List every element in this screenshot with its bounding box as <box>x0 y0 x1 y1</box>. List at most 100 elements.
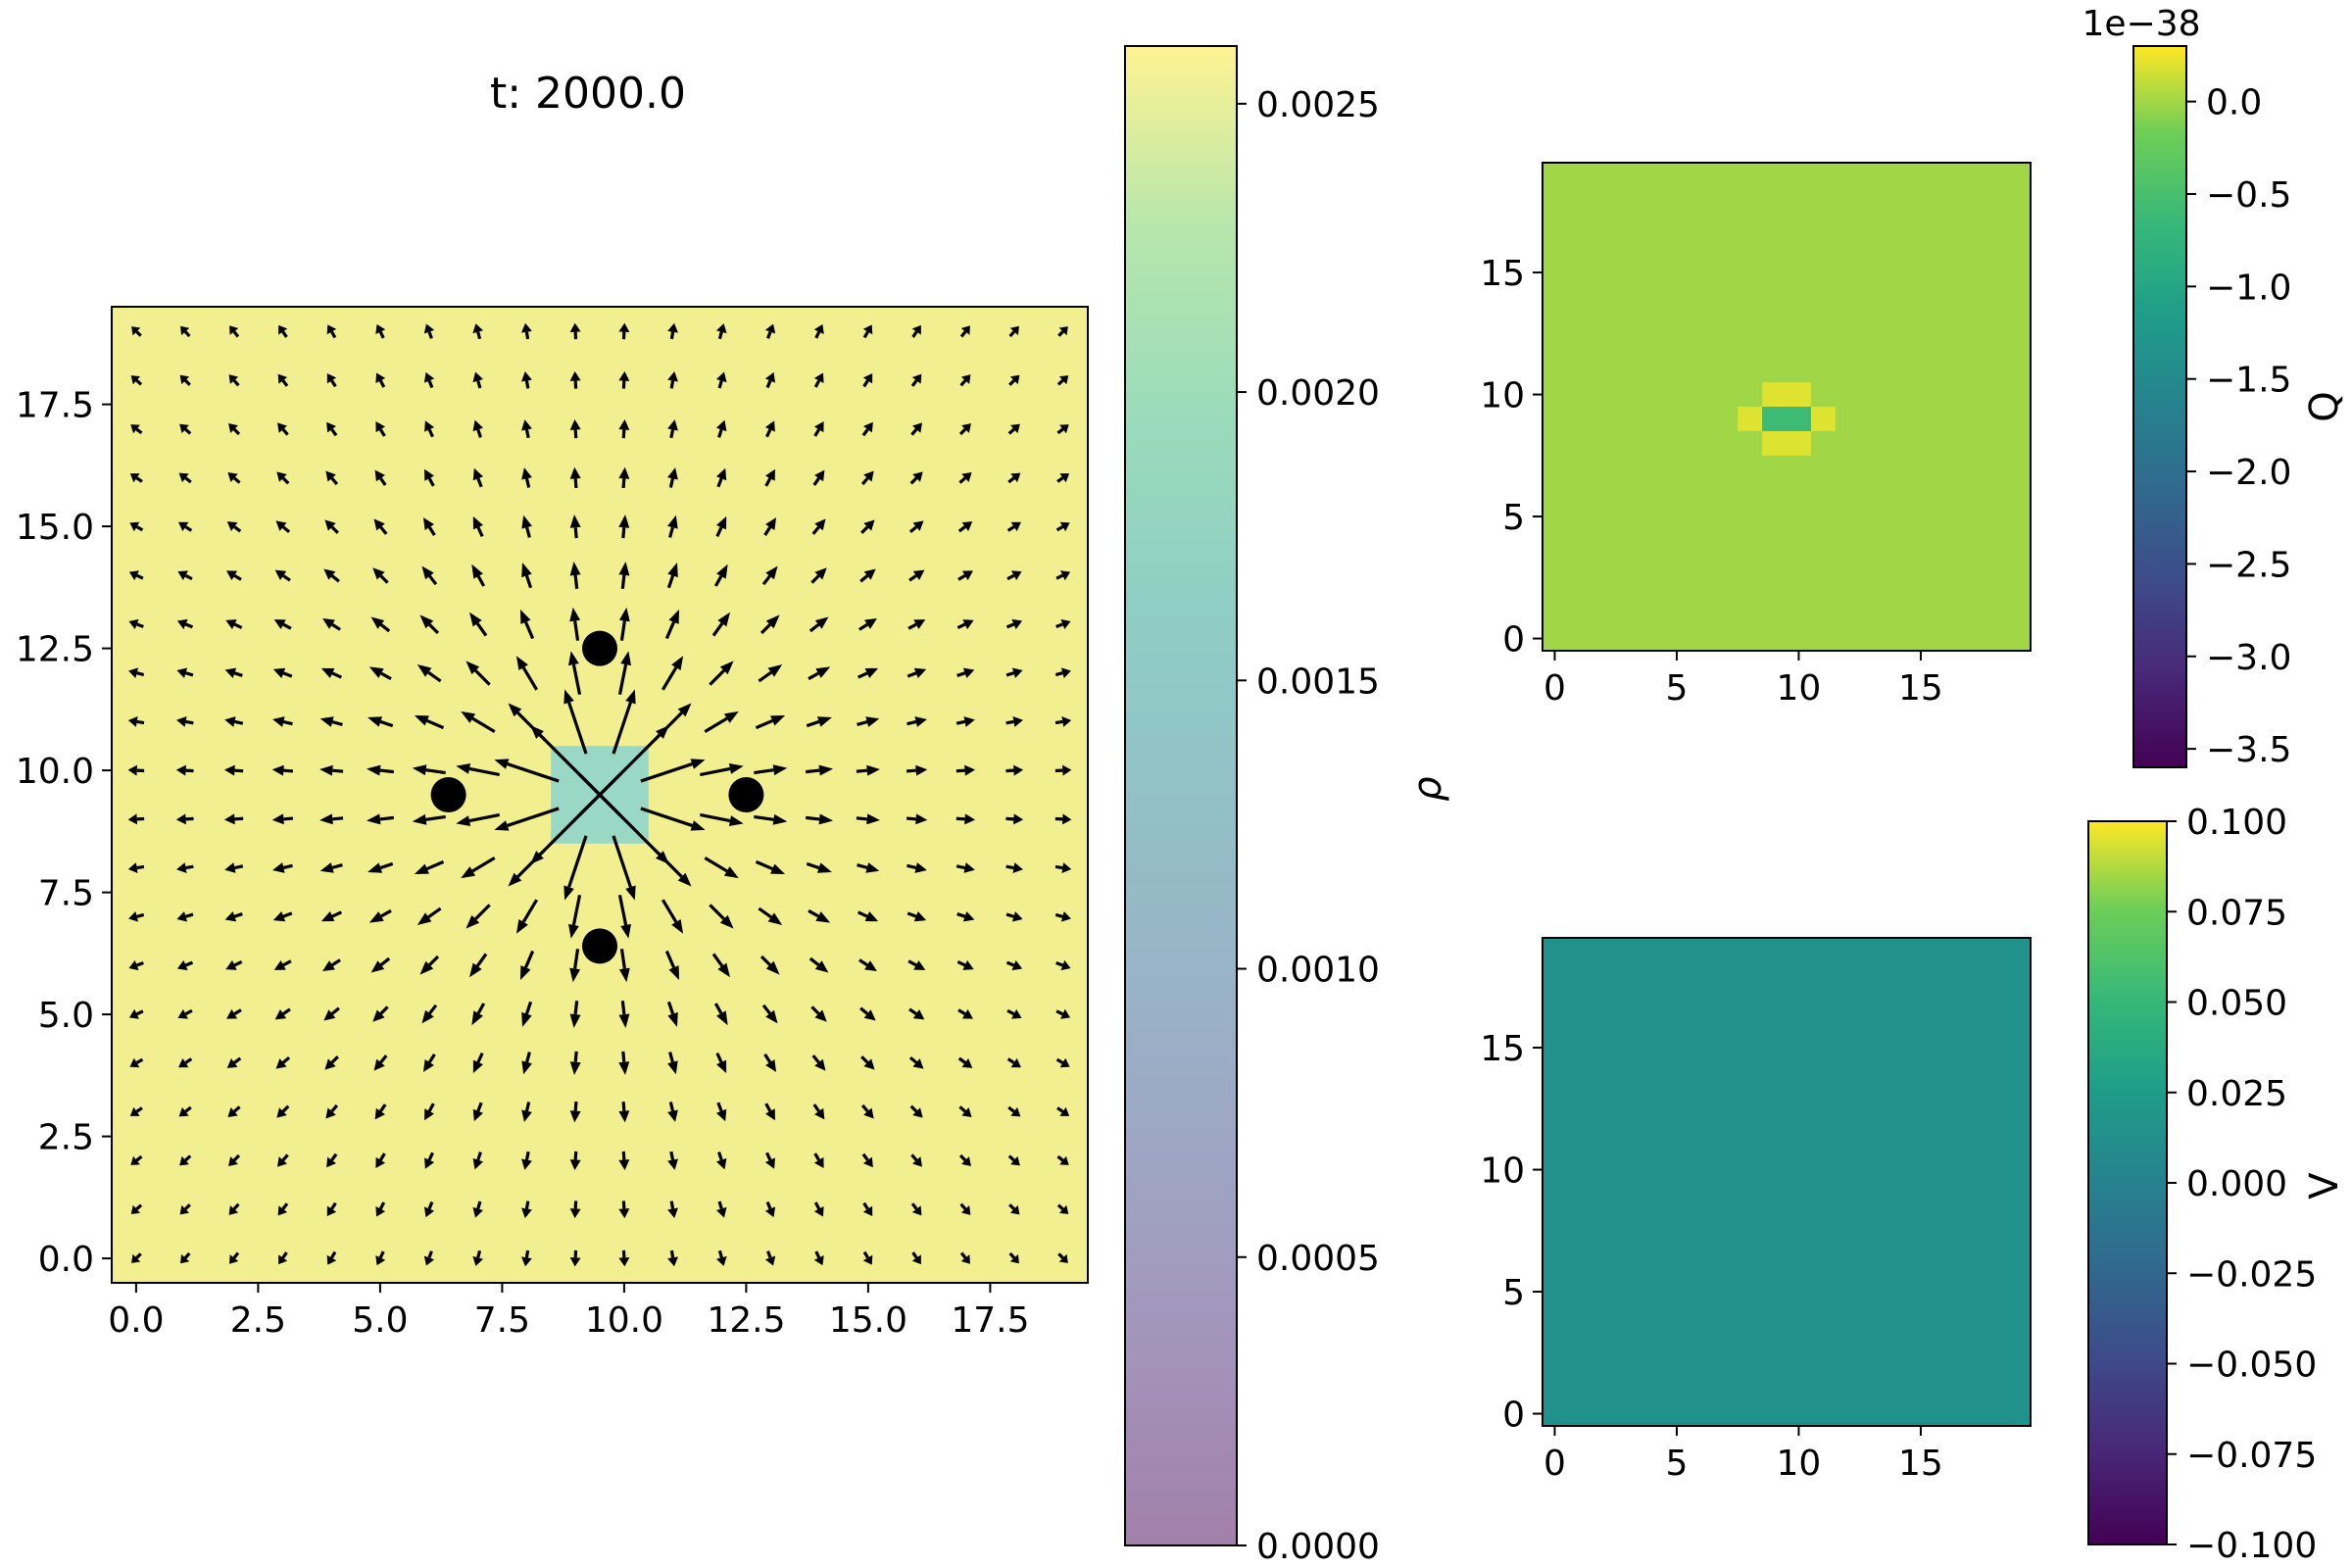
colorbar-tick-label: −0.5 <box>2206 175 2291 216</box>
quiver-arrow-head <box>422 517 434 530</box>
quiver-arrow-shaft <box>908 525 918 534</box>
quiver-arrow-head <box>472 515 483 530</box>
quiver-arrow-shaft <box>233 912 243 918</box>
quiver-arrow-shaft <box>136 671 145 677</box>
quiver-arrow-shaft <box>704 716 728 734</box>
quiver-arrow-head <box>717 612 731 627</box>
quiver-arrow-shaft <box>184 1203 191 1210</box>
quiver-arrow-head <box>569 1256 581 1267</box>
quiver-arrow-shaft <box>1005 719 1014 725</box>
quiver-arrow-shaft <box>806 861 820 870</box>
quiver-arrow-head <box>272 716 285 727</box>
quiver-arrow-head <box>326 373 337 384</box>
x-tick-label: 10 <box>1777 1444 1822 1484</box>
quiver-arrow-head <box>1059 473 1070 483</box>
quiver-arrow-head <box>278 1254 288 1265</box>
quiver-arrow-shaft <box>232 1251 240 1259</box>
quiver-arrow-shaft <box>234 768 244 773</box>
x-tick-label: 0 <box>1544 1444 1566 1484</box>
quiver-arrow-head <box>865 862 880 873</box>
quiver-arrow-shaft <box>858 958 868 967</box>
quiver-arrow-head <box>569 1208 581 1219</box>
quiver-arrow-shaft <box>621 429 626 439</box>
quiver-arrow-head <box>667 1109 678 1122</box>
quiver-arrow-shaft <box>427 331 433 339</box>
y-tick-label: 5.0 <box>38 996 94 1036</box>
quiver-arrow-shaft <box>283 768 294 773</box>
quiver-arrow-head <box>176 959 188 971</box>
quiver-arrow-head <box>667 1256 679 1267</box>
quiver-arrow-shaft <box>184 622 194 629</box>
quiver-arrow-shaft <box>184 1105 192 1113</box>
quiver-arrow-shaft <box>862 1201 869 1210</box>
v-heatmap <box>1543 938 2031 1426</box>
y-tick-label: 5 <box>1502 1273 1525 1313</box>
quiver-arrow-head <box>472 1059 483 1074</box>
quiver-arrow-shaft <box>958 1105 966 1113</box>
quiver-arrow-shaft <box>471 716 496 734</box>
quiver-arrow-shaft <box>957 525 966 533</box>
quiver-arrow-shaft <box>906 768 916 773</box>
y-tick-label: 15.0 <box>16 508 94 548</box>
quiver-arrow-shaft <box>858 622 868 631</box>
quiver-arrow-head <box>414 863 429 875</box>
charge-marker <box>430 777 466 812</box>
quiver-arrow-head <box>618 1061 630 1075</box>
quiver-arrow-head <box>862 373 873 384</box>
x-tick-label: 0 <box>1544 668 1566 709</box>
quiver-arrow-shaft <box>1055 622 1063 628</box>
quiver-arrow-head <box>324 1058 336 1070</box>
quiver-arrow-shaft <box>281 330 288 338</box>
quiver-arrow-head <box>521 1109 532 1122</box>
quiver-arrow-shaft <box>908 1055 918 1064</box>
quiver-arrow-head <box>772 813 788 825</box>
q-colorbar-gradient <box>2133 46 2186 767</box>
quiver-arrow-head <box>325 1107 336 1119</box>
quiver-arrow-shaft <box>612 702 632 755</box>
quiver-arrow-shaft <box>425 814 446 821</box>
quiver-arrow-head <box>1058 375 1069 385</box>
quiver-arrow-head <box>129 1106 140 1116</box>
quiver-arrow-head <box>129 1057 140 1068</box>
quiver-arrow-shaft <box>428 574 438 586</box>
quiver-arrow-shaft <box>524 380 530 389</box>
quiver-arrow-head <box>719 914 734 929</box>
quiver-arrow-head <box>912 1107 923 1118</box>
quiver-arrow-shaft <box>330 1250 337 1259</box>
quiver-arrow-head <box>863 470 874 482</box>
quiver-arrow-head <box>461 866 476 879</box>
quiver-arrow-head <box>1010 521 1021 532</box>
quiver-arrow-head <box>375 1206 386 1217</box>
quiver-arrow-shaft <box>764 1102 772 1112</box>
quiver-arrow-shaft <box>281 428 289 436</box>
quiver-arrow-head <box>521 1207 532 1218</box>
charge-marker <box>582 630 617 666</box>
quiver-arrow-shaft <box>956 912 966 918</box>
quiver-arrow-shaft <box>330 525 339 534</box>
quiver-arrow-head <box>961 1008 973 1019</box>
quiver-arrow-shaft <box>573 949 580 969</box>
quiver-arrow-head <box>962 667 975 679</box>
quiver-arrow-head <box>128 618 139 630</box>
quiver-arrow-shaft <box>857 720 868 726</box>
quiver-arrow-shaft <box>378 1201 386 1210</box>
quiver-arrow-head <box>564 689 574 705</box>
quiver-arrow-shaft <box>765 1152 772 1161</box>
quiver-arrow-head <box>179 374 190 385</box>
quiver-arrow-head <box>862 421 873 433</box>
quiver-arrow-shaft <box>908 574 917 582</box>
quiver-arrow-head <box>466 661 480 675</box>
quiver-arrow-head <box>911 373 922 384</box>
quiver-arrow-head <box>419 614 434 629</box>
quiver-arrow-shaft <box>957 1008 966 1016</box>
quiver-arrow-shaft <box>573 1101 578 1111</box>
quiver-arrow-shaft <box>814 1250 821 1259</box>
y-tick-label: 15 <box>1480 254 1525 294</box>
quiver-arrow-shaft <box>862 379 869 388</box>
quiver-arrow-shaft <box>621 1151 626 1160</box>
quiver-arrow-shaft <box>1055 525 1064 532</box>
quiver-arrow-head <box>423 1206 435 1218</box>
quiver-arrow-shaft <box>524 1250 530 1258</box>
quiver-arrow-head <box>764 1108 775 1121</box>
quiver-arrow-shaft <box>476 526 484 538</box>
